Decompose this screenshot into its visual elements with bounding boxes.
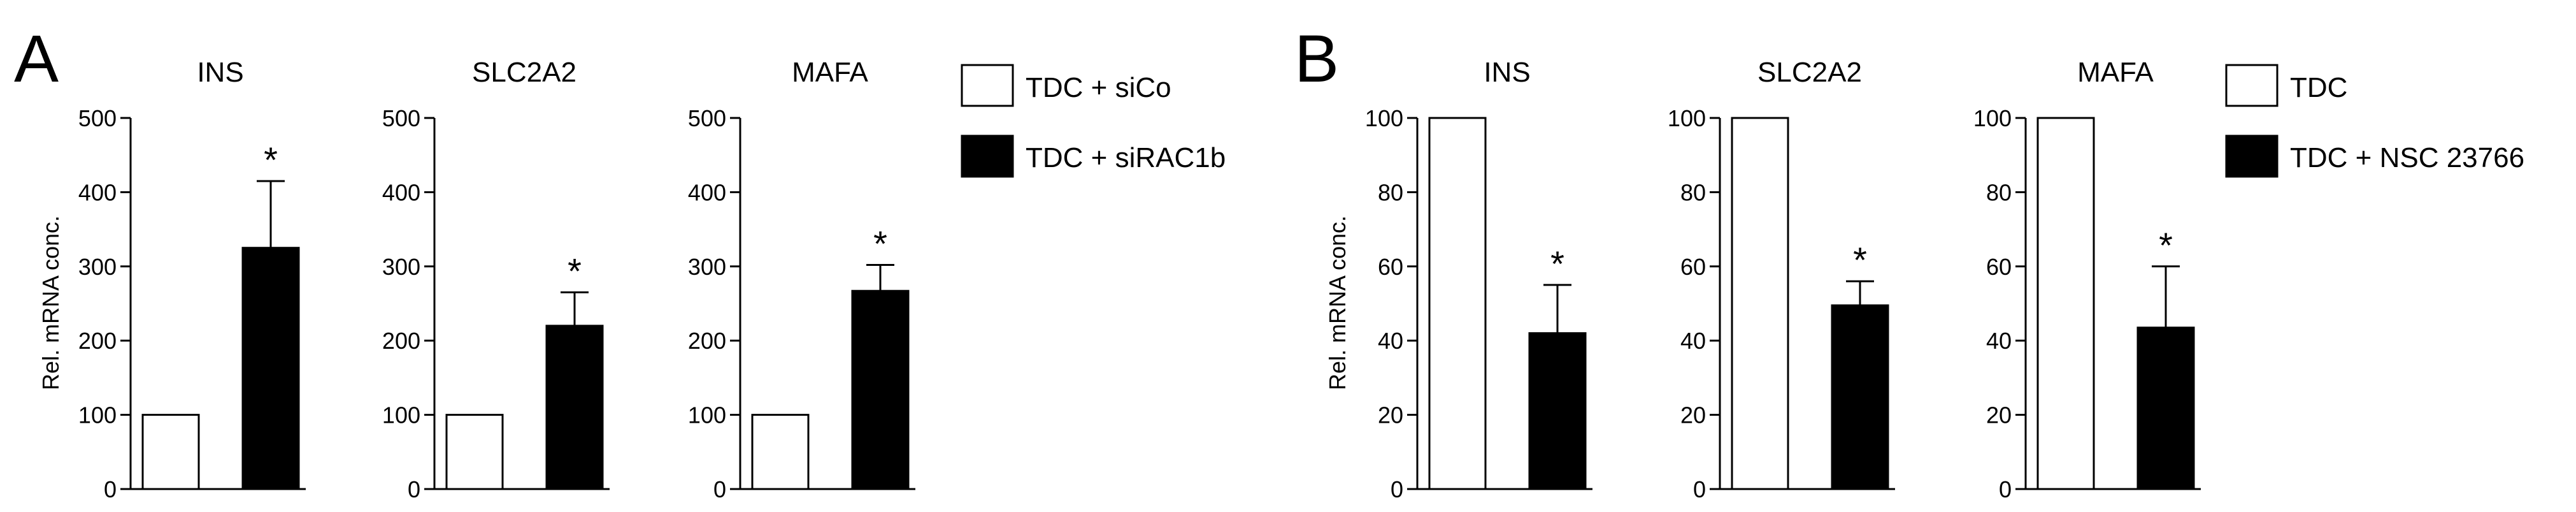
significance-asterisk: *: [1550, 244, 1564, 284]
bar-treatment: [545, 325, 604, 490]
subplot-b-mafa: MAFA 0 20 40 60 80 100 *: [1973, 57, 2201, 502]
y-tick-label: 40: [1986, 328, 2012, 354]
y-tick-label: 500: [382, 105, 420, 131]
y-tick-label: 80: [1680, 179, 1706, 205]
legend-swatch-control-b: [2225, 64, 2279, 107]
legend-label-control-b: TDC: [2290, 72, 2347, 103]
subplot-a-slc2a2: SLC2A2 0 100 200 300 400 500 *: [382, 57, 610, 502]
y-tick-label: 400: [688, 179, 726, 205]
legend-label-control-a: TDC + siCo: [1026, 72, 1171, 103]
legend-swatch-treatment-a: [961, 135, 1014, 178]
legend-label-treatment-b: TDC + NSC 23766: [2290, 142, 2524, 173]
y-tick-label: 100: [1973, 105, 2012, 131]
y-tick-label: 500: [688, 105, 726, 131]
y-tick-label: 20: [1986, 402, 2012, 428]
y-tick-label: 300: [688, 254, 726, 280]
legend-a: TDC + siCo TDC + siRAC1b: [961, 64, 1226, 178]
significance-asterisk: *: [568, 251, 582, 291]
y-tick-label: 200: [688, 328, 726, 354]
subplot-title: SLC2A2: [1757, 57, 1862, 88]
y-tick-label: 200: [78, 328, 117, 354]
subplot-a-ins: INS 0 100 200 300 400 500 *: [78, 57, 306, 502]
y-tick-label: 20: [1378, 402, 1403, 428]
bar-treatment: [1831, 304, 1889, 490]
y-tick-label: 100: [382, 402, 420, 428]
y-axis-label-a: Rel. mRNA conc.: [38, 216, 64, 390]
bar-control: [445, 414, 504, 490]
legend-swatch-treatment-b: [2225, 135, 2279, 178]
y-tick-label: 100: [1668, 105, 1706, 131]
significance-asterisk: *: [873, 223, 887, 263]
subplot-title: MAFA: [792, 57, 868, 88]
y-tick-label: 300: [382, 254, 420, 280]
legend-b: TDC TDC + NSC 23766: [2225, 64, 2524, 178]
y-tick-label: 0: [1391, 476, 1403, 502]
significance-asterisk: *: [1853, 240, 1867, 280]
significance-asterisk: *: [264, 140, 278, 180]
bar-treatment: [241, 247, 300, 490]
subplot-a-mafa: MAFA 0 100 200 300 400 500 *: [688, 57, 915, 502]
y-tick-label: 60: [1986, 254, 2012, 280]
bar-control: [1731, 117, 1789, 490]
bar-control: [751, 414, 810, 490]
y-tick-label: 80: [1986, 179, 2012, 205]
y-tick-label: 60: [1378, 254, 1403, 280]
y-tick-label: 0: [104, 476, 117, 502]
y-tick-label: 80: [1378, 179, 1403, 205]
y-tick-label: 300: [78, 254, 117, 280]
bar-treatment: [851, 289, 910, 490]
bar-control: [2036, 117, 2095, 490]
y-tick-label: 100: [78, 402, 117, 428]
y-tick-label: 20: [1680, 402, 1706, 428]
panel-letter-b: B: [1294, 22, 1339, 96]
y-tick-label: 500: [78, 105, 117, 131]
y-tick-label: 100: [1365, 105, 1403, 131]
panel-letter-a: A: [14, 22, 59, 96]
subplot-title: INS: [1484, 57, 1530, 88]
y-tick-label: 60: [1680, 254, 1706, 280]
bar-control: [141, 414, 200, 490]
subplot-title: SLC2A2: [472, 57, 576, 88]
y-axis-label-b: Rel. mRNA conc.: [1324, 216, 1350, 390]
bar-control: [1428, 117, 1487, 490]
legend-swatch-control-a: [961, 64, 1014, 107]
subplot-title: MAFA: [2077, 57, 2154, 88]
y-tick-label: 0: [1693, 476, 1706, 502]
y-tick-label: 40: [1378, 328, 1403, 354]
y-tick-label: 0: [1999, 476, 2012, 502]
subplot-b-slc2a2: SLC2A2 0 20 40 60 80 100 *: [1668, 57, 1895, 502]
y-tick-label: 100: [688, 402, 726, 428]
y-tick-label: 400: [78, 179, 117, 205]
y-tick-label: 40: [1680, 328, 1706, 354]
legend-label-treatment-a: TDC + siRAC1b: [1026, 142, 1226, 173]
y-tick-label: 400: [382, 179, 420, 205]
bar-treatment: [2136, 326, 2195, 490]
significance-asterisk: *: [2159, 225, 2173, 265]
bar-treatment: [1528, 332, 1587, 490]
y-tick-label: 0: [408, 476, 420, 502]
y-tick-label: 200: [382, 328, 420, 354]
y-tick-label: 0: [713, 476, 726, 502]
subplot-title: INS: [197, 57, 243, 88]
subplot-b-ins: INS 0 20 40 60 80 100 *: [1365, 57, 1592, 502]
